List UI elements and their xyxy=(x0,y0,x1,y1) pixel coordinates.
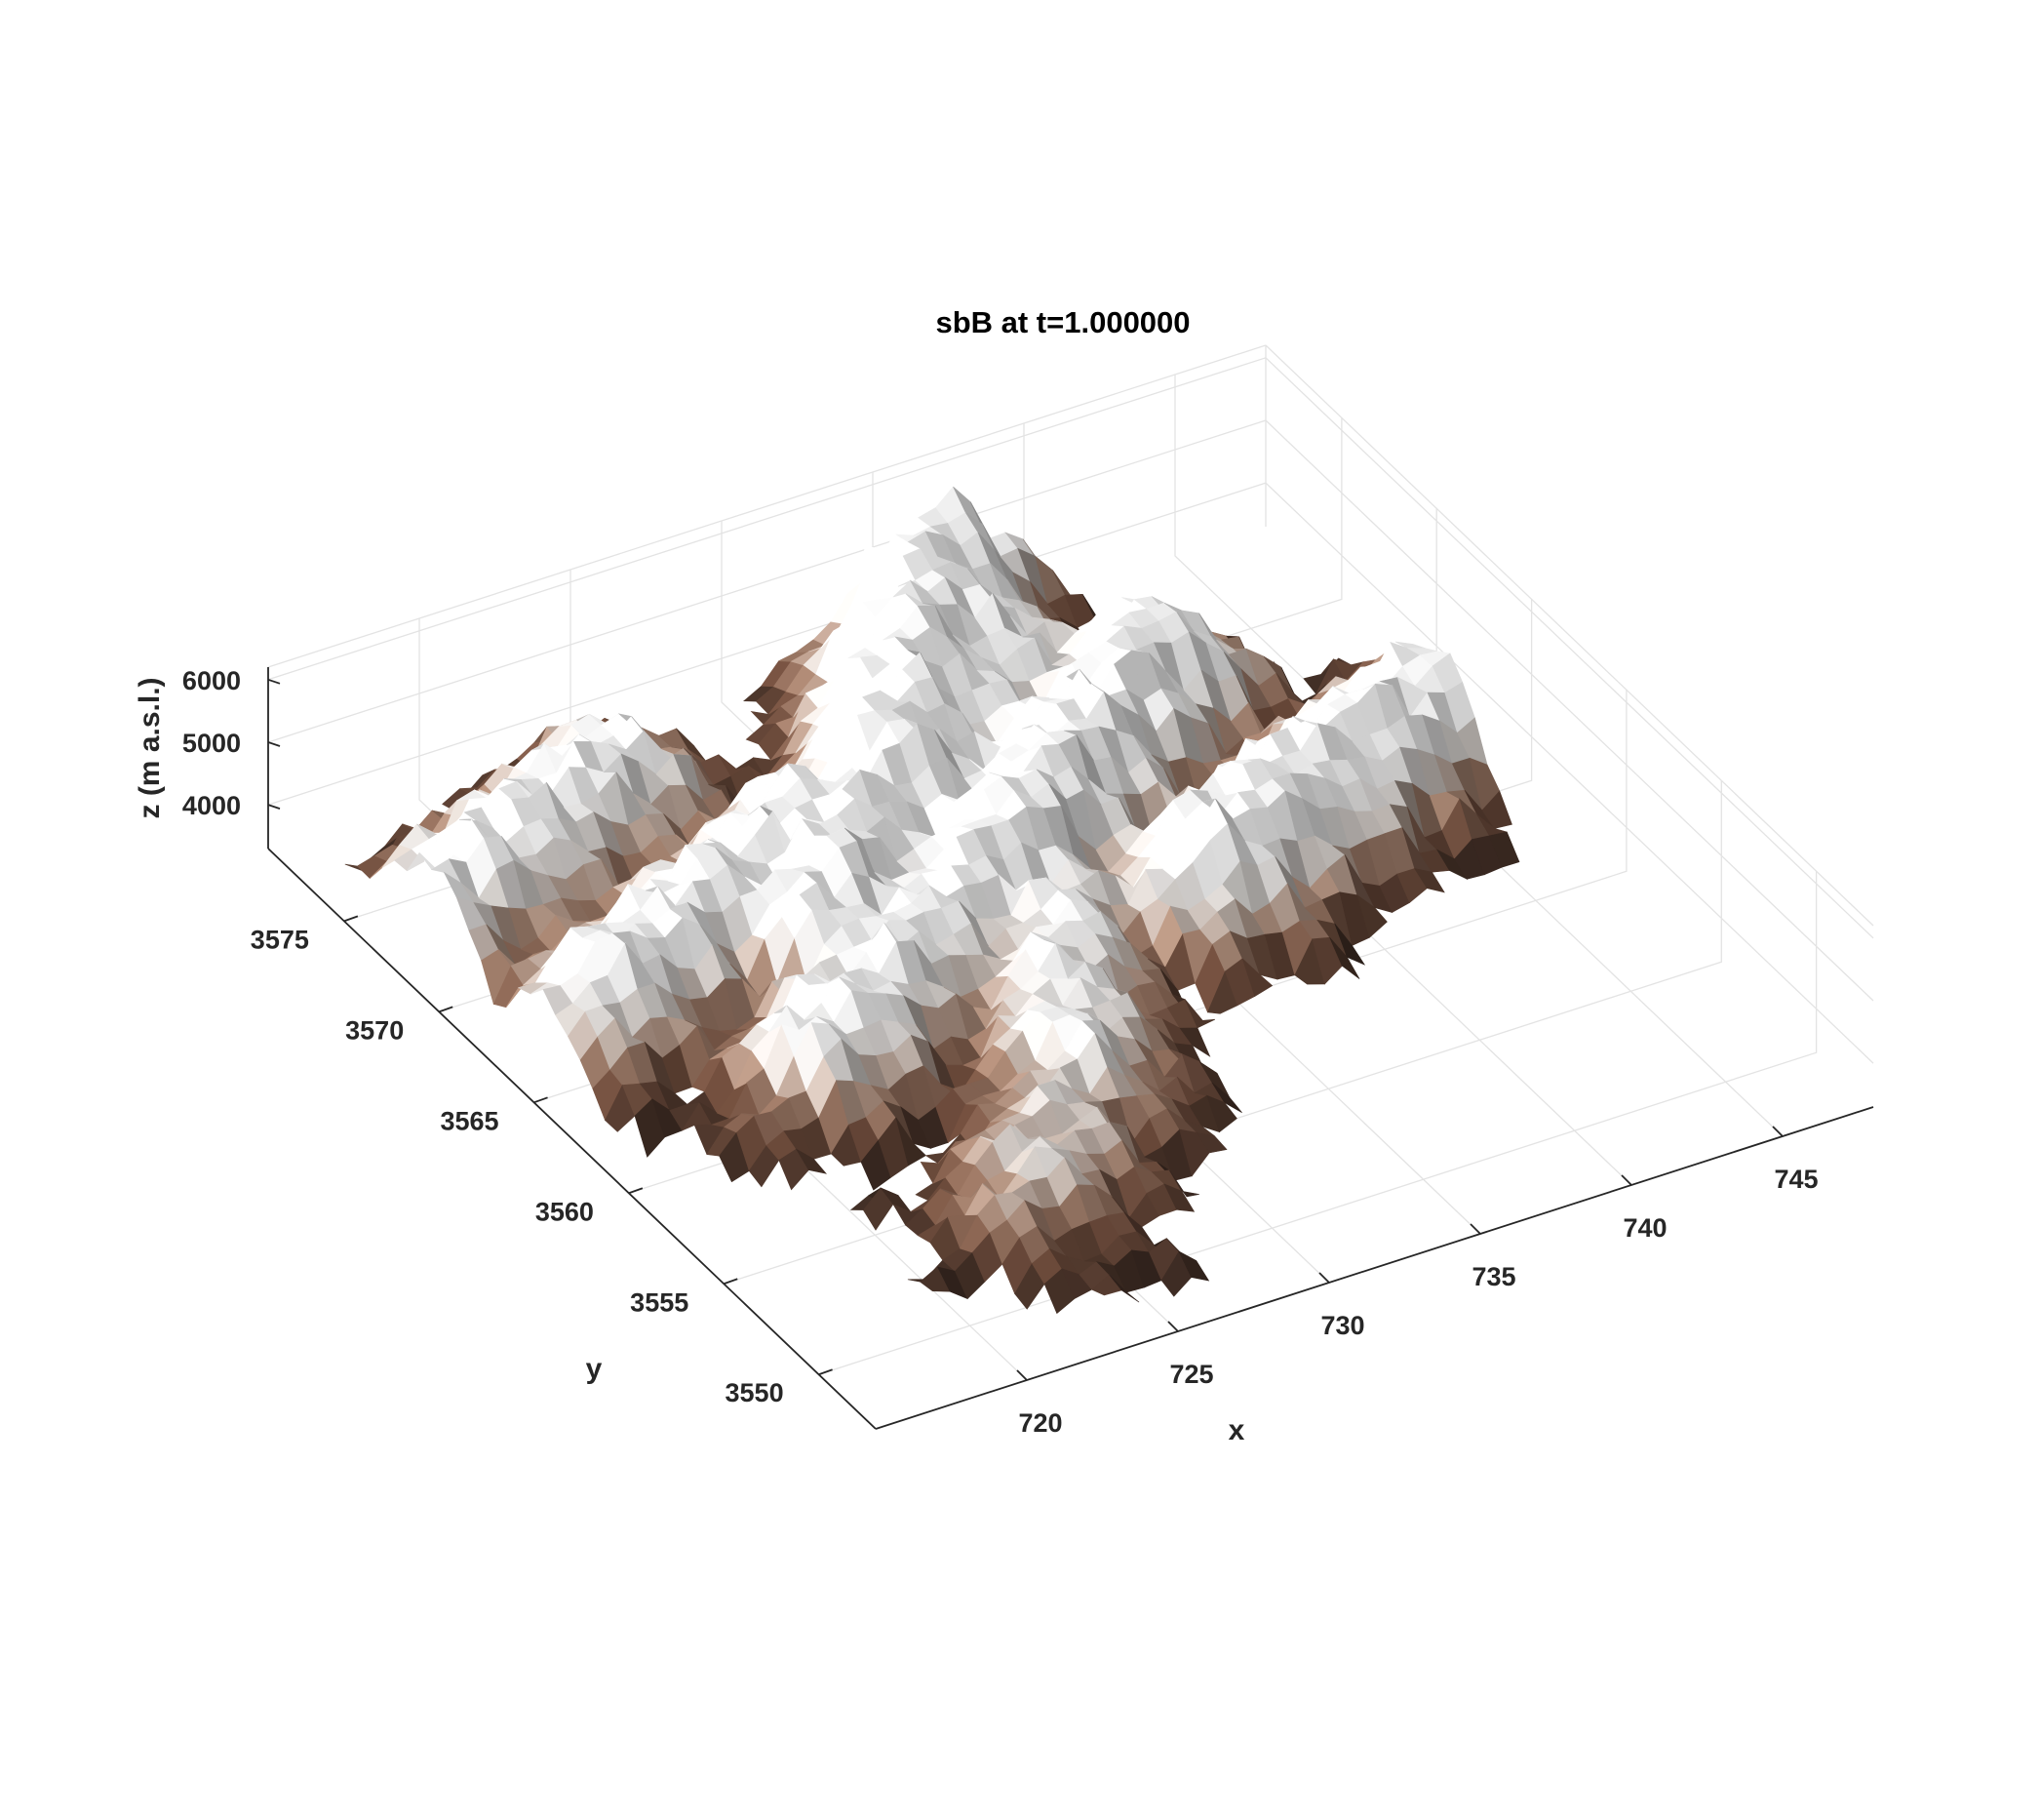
y-axis-line xyxy=(267,848,877,1430)
y-axis-label: y xyxy=(586,1353,603,1385)
y-tick-label: 3555 xyxy=(630,1287,688,1317)
axis-labels: sbB at t=1.000000 x y z (m a.s.l.) 720 72… xyxy=(134,305,1819,1446)
y-tick xyxy=(723,1278,738,1286)
surface-patch xyxy=(1109,1274,1140,1303)
y-tick xyxy=(343,915,359,923)
z-tick-label: 5000 xyxy=(182,729,241,758)
surface-patch xyxy=(1334,923,1366,966)
z-tick xyxy=(267,678,281,685)
x-tick xyxy=(1167,1321,1179,1332)
x-tick xyxy=(1621,1174,1632,1186)
surface-patch xyxy=(895,1117,926,1167)
surface-patch xyxy=(1196,1131,1228,1154)
y-tick xyxy=(438,1006,453,1013)
y-tick-label: 3575 xyxy=(251,925,309,954)
z-tick xyxy=(267,804,281,810)
axes xyxy=(267,667,1874,1430)
x-tick-label: 730 xyxy=(1320,1311,1364,1340)
surface-patch xyxy=(1163,1183,1196,1212)
surface-patch xyxy=(1356,894,1388,938)
surface-patch xyxy=(795,1148,827,1174)
surface-patch xyxy=(1481,790,1512,829)
box-edge xyxy=(267,344,1267,668)
x-tick-label: 745 xyxy=(1774,1165,1818,1194)
y-tick xyxy=(818,1368,833,1376)
x-tick-label: 740 xyxy=(1623,1213,1667,1243)
y-tick-label: 3560 xyxy=(535,1197,594,1226)
x-axis-line xyxy=(875,1106,1874,1430)
y-tick-label: 3550 xyxy=(726,1378,784,1407)
z-tick xyxy=(267,741,281,747)
surface-patch xyxy=(1488,831,1520,868)
y-tick xyxy=(628,1187,644,1195)
chart-title: sbB at t=1.000000 xyxy=(935,305,1190,339)
surface-patch xyxy=(1179,1027,1211,1057)
surface-patch xyxy=(1168,1169,1199,1198)
x-tick xyxy=(1470,1223,1481,1235)
y-tick-label: 3565 xyxy=(440,1106,498,1135)
surface-patch xyxy=(1329,937,1360,979)
surface-patch xyxy=(1206,1094,1237,1133)
x-tick-label: 720 xyxy=(1018,1408,1062,1438)
surface-patch xyxy=(1211,1082,1242,1113)
z-tick-label: 4000 xyxy=(182,791,241,820)
x-gridline xyxy=(418,618,1028,1381)
x-tick xyxy=(1772,1126,1784,1137)
x-gridline xyxy=(1174,375,1784,1137)
z-tick-label: 6000 xyxy=(182,666,241,695)
surface-patch xyxy=(1414,868,1445,893)
y-tick xyxy=(533,1096,548,1104)
terrain-surface xyxy=(344,486,1520,1315)
surface-patch xyxy=(1241,958,1274,997)
box-edge xyxy=(1265,344,1874,927)
x-tick-label: 735 xyxy=(1472,1262,1515,1291)
z-axis-label: z (m a.s.l.) xyxy=(134,677,166,818)
surface-patch xyxy=(1185,999,1216,1029)
x-tick xyxy=(1016,1369,1028,1381)
y-tick-label: 3570 xyxy=(345,1015,404,1045)
x-axis-label: x xyxy=(1229,1414,1245,1446)
x-tick-label: 725 xyxy=(1169,1360,1213,1389)
x-tick xyxy=(1318,1272,1330,1284)
surface-patch xyxy=(1178,1250,1210,1282)
